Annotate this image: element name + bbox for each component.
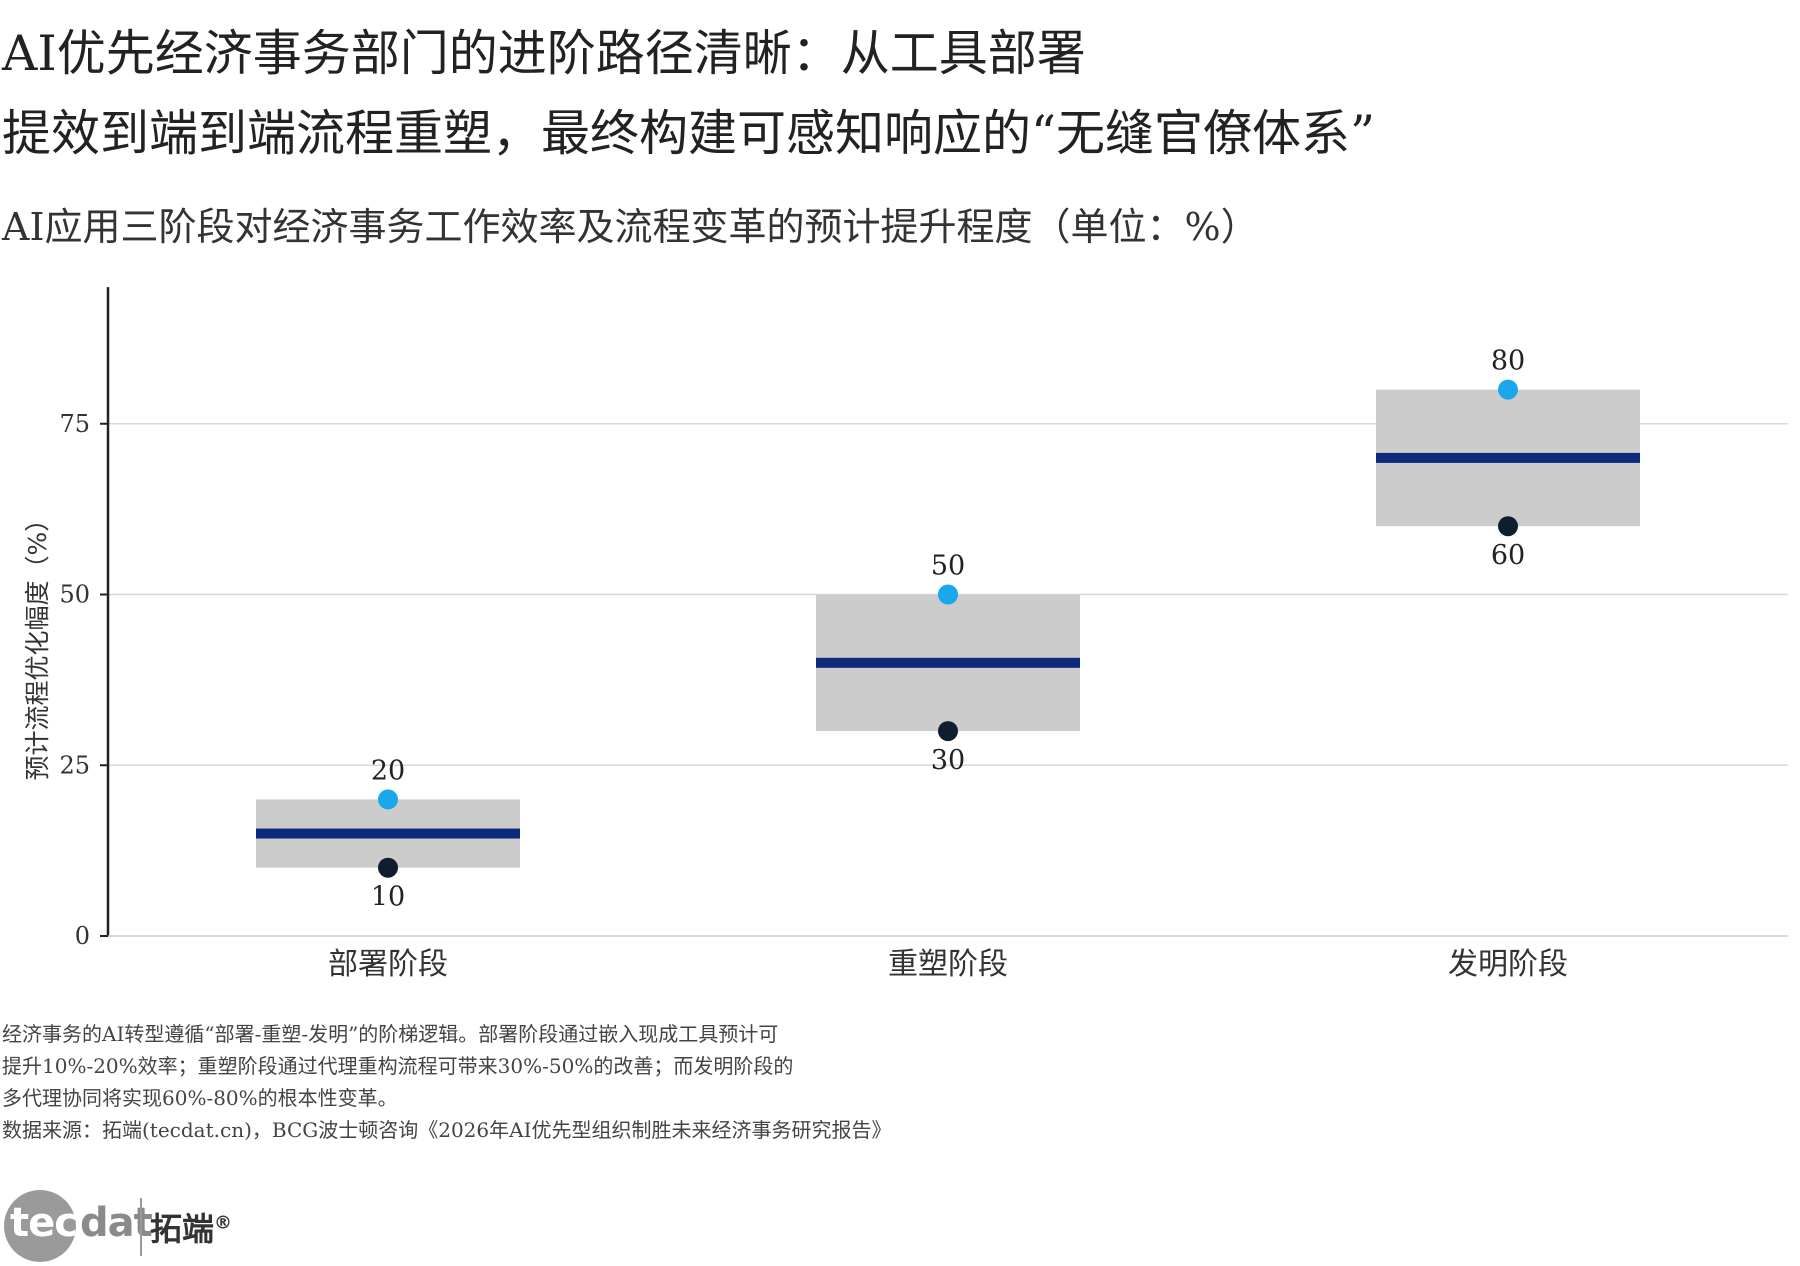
y-axis-label: 预计流程优化幅度（%） (23, 507, 52, 781)
note-line-2: 提升10%-20%效率；重塑阶段通过代理重构流程可带来30%-50%的改善；而发… (2, 1054, 794, 1078)
title-line-2: 提效到端到端流程重塑，最终构建可感知响应的“无缝官僚体系” (2, 105, 1376, 162)
chart-title: AI优先经济事务部门的进阶路径清晰：从工具部署 提效到端到端流程重塑，最终构建可… (2, 14, 1375, 174)
x-category-label-3: 发明阶段 (1448, 947, 1568, 982)
low-point-1 (378, 857, 398, 878)
low-point-2 (938, 721, 958, 742)
high-value-label-3: 80 (1491, 346, 1525, 377)
chart-notes: 经济事务的AI转型遵循“部署-重塑-发明”的阶梯逻辑。部署阶段通过嵌入现成工具预… (2, 1018, 891, 1146)
mid-line-1 (256, 828, 520, 839)
logo-cn-name: 拓端 (150, 1210, 215, 1248)
range-chart: 0 25 50 75 预计流程优化幅度（%） 部署阶段 重塑阶段 发明阶段 20 10 50 30 8… (23, 287, 1788, 982)
low-value-label-2: 30 (931, 745, 965, 776)
axes: 0 25 50 75 预计流程优化幅度（%） 部署阶段 重塑阶段 发明阶段 (23, 287, 1788, 982)
low-value-label-1: 10 (371, 882, 405, 913)
y-tick-label-75: 75 (59, 410, 90, 438)
logo-text-tec: tec (10, 1200, 78, 1246)
registered-mark: ® (214, 1212, 233, 1234)
low-point-3 (1498, 516, 1518, 537)
note-line-1: 经济事务的AI转型遵循“部署-重塑-发明”的阶梯逻辑。部署阶段通过嵌入现成工具预… (2, 1022, 779, 1046)
mid-line-2 (816, 657, 1080, 668)
logo-divider (140, 1198, 142, 1256)
chart-subtitle: AI应用三阶段对经济事务工作效率及流程变革的预计提升程度（单位：%） (2, 205, 1259, 249)
title-line-1: AI优先经济事务部门的进阶路径清晰：从工具部署 (2, 25, 1086, 82)
value-labels: 20 10 50 30 80 60 (371, 346, 1525, 913)
low-value-label-3: 60 (1491, 540, 1525, 571)
note-line-3: 多代理协同将实现60%-80%的根本性变革。 (2, 1086, 398, 1110)
mid-line-3 (1376, 452, 1640, 463)
range-boxes (256, 389, 1640, 868)
logo-text-cn: 拓端® (150, 1204, 232, 1250)
source-note: 数据来源：拓端(tecdat.cn)，BCG波士顿咨询《2026年AI优先型组织… (2, 1118, 892, 1142)
logo-circle (4, 1190, 76, 1262)
high-point-1 (378, 789, 398, 810)
high-value-label-2: 50 (931, 551, 965, 582)
points (378, 379, 1518, 878)
high-value-label-1: 20 (371, 755, 405, 786)
x-category-label-2: 重塑阶段 (888, 947, 1008, 982)
y-tick-label-0: 0 (75, 922, 90, 950)
tecdat-logo: tec dat 拓端® (4, 1190, 264, 1266)
high-point-2 (938, 584, 958, 605)
y-tick-label-25: 25 (59, 751, 90, 779)
x-category-label-1: 部署阶段 (328, 947, 448, 982)
y-tick-label-50: 50 (59, 581, 90, 609)
high-point-3 (1498, 379, 1518, 400)
